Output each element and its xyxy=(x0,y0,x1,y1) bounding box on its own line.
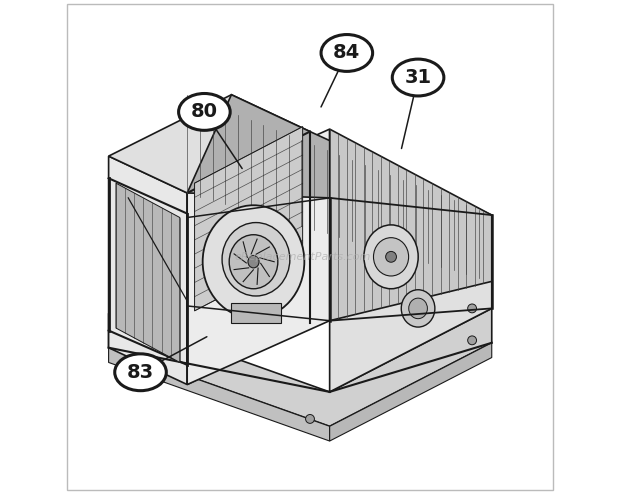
Ellipse shape xyxy=(386,251,396,262)
Polygon shape xyxy=(187,129,330,384)
Ellipse shape xyxy=(364,225,419,289)
Polygon shape xyxy=(330,129,492,321)
Ellipse shape xyxy=(248,255,259,268)
Polygon shape xyxy=(231,303,280,323)
Polygon shape xyxy=(187,95,492,282)
Polygon shape xyxy=(330,198,492,392)
Ellipse shape xyxy=(179,93,230,130)
Polygon shape xyxy=(108,156,187,384)
Ellipse shape xyxy=(409,298,427,319)
Ellipse shape xyxy=(229,235,278,289)
Polygon shape xyxy=(187,131,310,384)
Ellipse shape xyxy=(321,35,373,72)
Text: 83: 83 xyxy=(127,363,154,382)
Text: 80: 80 xyxy=(191,102,218,122)
Ellipse shape xyxy=(115,354,166,391)
Ellipse shape xyxy=(306,414,314,423)
Text: 84: 84 xyxy=(333,43,360,62)
Polygon shape xyxy=(108,348,330,441)
Ellipse shape xyxy=(373,238,409,276)
Polygon shape xyxy=(116,183,180,363)
Ellipse shape xyxy=(467,304,477,313)
Polygon shape xyxy=(108,95,310,193)
Polygon shape xyxy=(330,343,492,441)
Text: 31: 31 xyxy=(404,68,432,87)
Polygon shape xyxy=(108,308,492,426)
Ellipse shape xyxy=(203,205,304,318)
Ellipse shape xyxy=(124,370,133,379)
Ellipse shape xyxy=(467,336,477,345)
Ellipse shape xyxy=(401,290,435,327)
Polygon shape xyxy=(195,126,303,311)
Text: eReplacementParts.com: eReplacementParts.com xyxy=(234,252,371,262)
Ellipse shape xyxy=(392,59,444,96)
Ellipse shape xyxy=(222,223,290,296)
